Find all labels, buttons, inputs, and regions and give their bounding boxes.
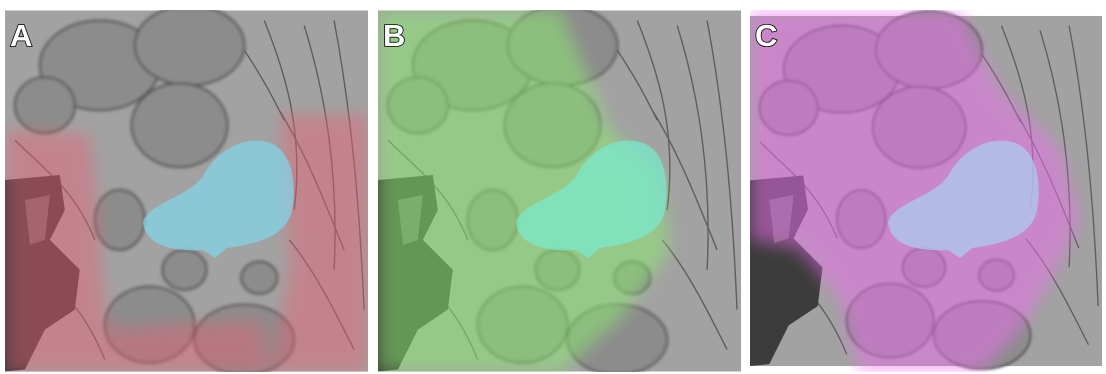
panel-b: B xyxy=(378,6,741,374)
page: A B C (() => { const data = JSON.parse(d… xyxy=(0,0,1106,374)
panel-c: C xyxy=(750,10,1102,372)
panel-label: A xyxy=(10,18,32,53)
panel-a: A xyxy=(5,6,368,374)
panel-label: C xyxy=(755,18,777,53)
figure: A B C xyxy=(0,0,1106,374)
panel-label: B xyxy=(383,18,405,53)
